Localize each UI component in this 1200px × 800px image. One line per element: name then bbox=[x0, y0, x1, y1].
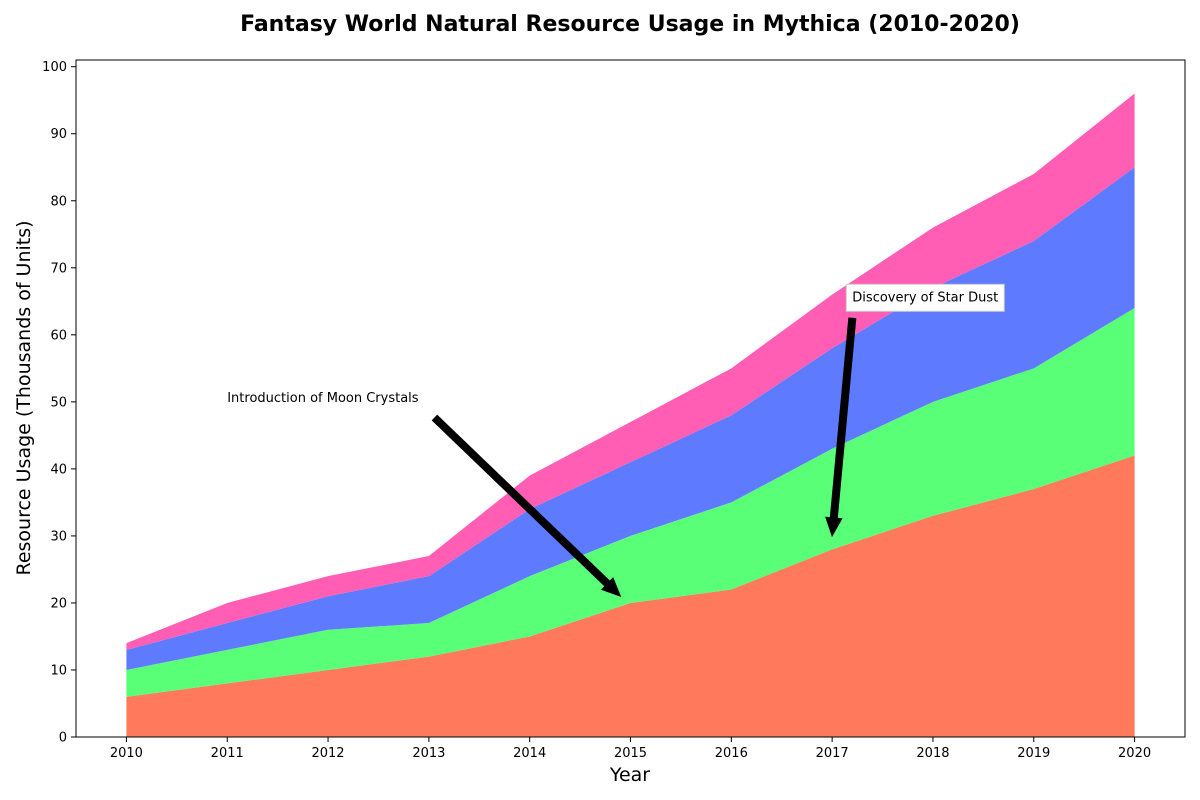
y-tick-label: 10 bbox=[50, 663, 67, 678]
y-axis: 0 10 20 30 40 50 60 70 80 90 100 bbox=[42, 60, 76, 746]
annotation-1: Introduction of Moon Crystals bbox=[227, 391, 622, 598]
x-axis: 2010 2011 2012 2013 2014 2015 2016 2017 2018 2019… bbox=[110, 737, 1151, 761]
y-tick-label: 30 bbox=[50, 529, 67, 544]
y-tick-label: 70 bbox=[50, 261, 67, 276]
y-tick-label: 20 bbox=[50, 596, 67, 611]
y-tick-label: 0 bbox=[59, 731, 67, 746]
x-tick-label: 2014 bbox=[513, 746, 546, 761]
annotation-arrow bbox=[825, 317, 857, 538]
annotation-arrow bbox=[431, 414, 622, 598]
area-series-2 bbox=[126, 308, 1135, 697]
x-tick-label: 2020 bbox=[1118, 746, 1151, 761]
x-tick-label: 2011 bbox=[211, 746, 244, 761]
x-tick-label: 2015 bbox=[614, 746, 647, 761]
x-tick-label: 2010 bbox=[110, 746, 143, 761]
y-tick-label: 60 bbox=[50, 328, 67, 343]
y-axis-label: Resource Usage (Thousands of Units) bbox=[13, 220, 35, 575]
y-tick-label: 80 bbox=[50, 194, 67, 209]
y-tick-label: 100 bbox=[42, 60, 67, 75]
annotation-text: Discovery of Star Dust bbox=[852, 290, 998, 305]
x-tick-label: 2013 bbox=[412, 746, 445, 761]
x-tick-label: 2019 bbox=[1017, 746, 1050, 761]
y-tick-label: 90 bbox=[50, 127, 67, 142]
y-tick-label: 40 bbox=[50, 462, 67, 477]
x-tick-label: 2018 bbox=[916, 746, 949, 761]
annotations: Introduction of Moon Crystals Discovery o… bbox=[227, 283, 1005, 598]
area-series-1 bbox=[126, 455, 1135, 737]
annotation-text: Introduction of Moon Crystals bbox=[227, 391, 419, 406]
annotation-box bbox=[845, 283, 1005, 312]
x-tick-label: 2017 bbox=[816, 746, 849, 761]
y-tick-label: 50 bbox=[50, 395, 67, 410]
chart-title: Fantasy World Natural Resource Usage in … bbox=[240, 12, 1020, 37]
x-tick-label: 2016 bbox=[715, 746, 748, 761]
x-axis-label: Year bbox=[609, 764, 650, 786]
area-layers bbox=[126, 93, 1135, 737]
annotation-2: Discovery of Star Dust bbox=[825, 283, 1005, 538]
x-tick-label: 2012 bbox=[311, 746, 344, 761]
